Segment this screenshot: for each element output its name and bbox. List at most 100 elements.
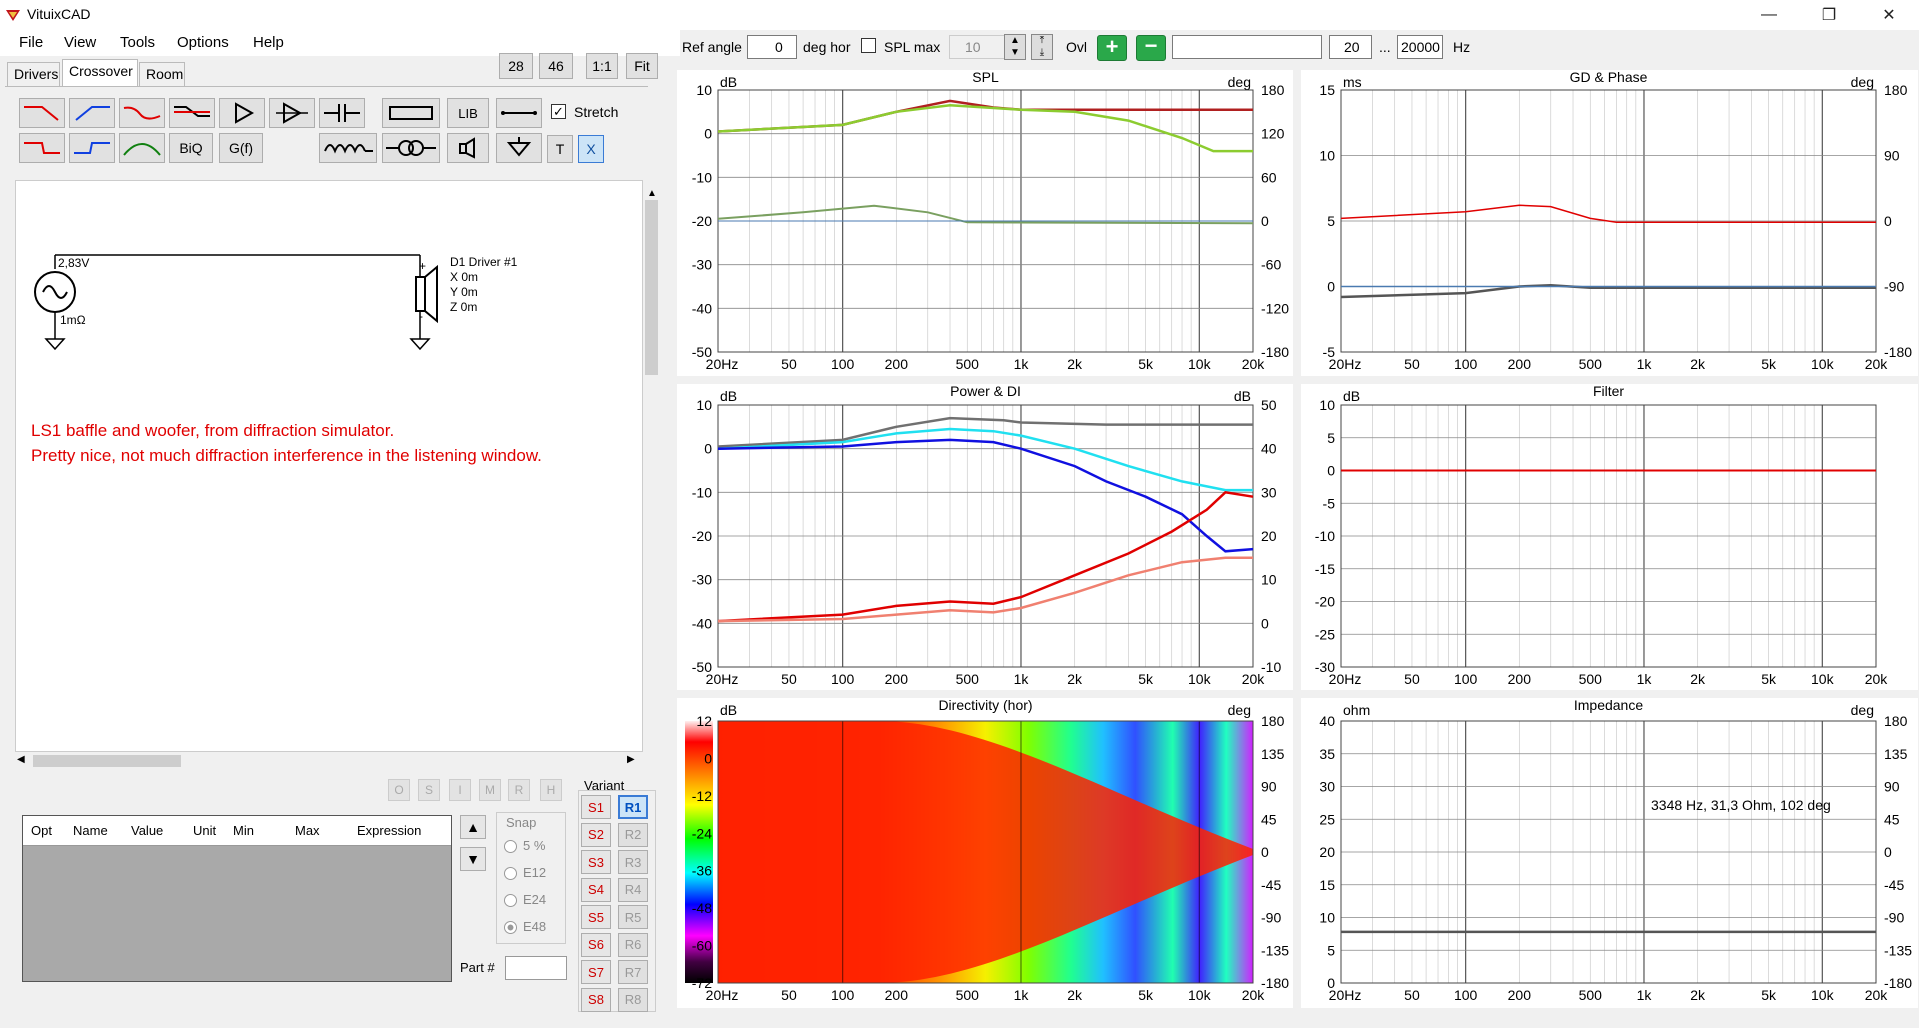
- ground-button[interactable]: [496, 133, 542, 163]
- restore-icon[interactable]: ❐: [1821, 7, 1837, 24]
- tab-crossover[interactable]: Crossover: [62, 59, 138, 87]
- lowpass-alt-button[interactable]: [19, 133, 65, 163]
- horizontal-scrollbar[interactable]: ◀ ▶: [15, 752, 643, 769]
- variant-r8-button[interactable]: R8: [618, 987, 648, 1012]
- zoom-46-button[interactable]: 46: [539, 53, 573, 79]
- amplifier-button[interactable]: [219, 98, 265, 128]
- variant-s7-button[interactable]: S7: [581, 960, 611, 984]
- x-button[interactable]: X: [578, 135, 604, 163]
- snap-e24-radio[interactable]: E24: [504, 892, 546, 908]
- variant-r7-button[interactable]: R7: [618, 960, 648, 984]
- col-value[interactable]: Value: [131, 823, 164, 838]
- tab-drivers[interactable]: Drivers: [7, 62, 60, 86]
- scroll-up-icon[interactable]: ▲: [647, 188, 657, 199]
- stretch-checkbox[interactable]: ✓: [551, 104, 566, 119]
- gf-button[interactable]: G(f): [219, 133, 263, 163]
- speaker-icon: [459, 137, 475, 159]
- tab-room[interactable]: Room: [139, 62, 185, 86]
- ref-angle-input[interactable]: 0: [747, 35, 797, 59]
- zoom-fit-button[interactable]: Fit: [626, 53, 658, 79]
- zoom-28-button[interactable]: 28: [499, 53, 533, 79]
- variant-r6-button[interactable]: R6: [618, 932, 648, 957]
- opt-o-button[interactable]: O: [388, 779, 410, 801]
- ovl-label: Ovl: [1066, 39, 1087, 55]
- driver-button[interactable]: [447, 133, 489, 163]
- move-down-icon[interactable]: ▼: [460, 847, 486, 871]
- variant-r2-button[interactable]: R2: [618, 822, 648, 847]
- menu-help[interactable]: Help: [253, 34, 284, 51]
- opt-r-button[interactable]: R: [508, 779, 530, 801]
- opt-i-button[interactable]: I: [449, 779, 471, 801]
- col-opt[interactable]: Opt: [31, 823, 52, 838]
- scroll-left-icon[interactable]: ◀: [17, 754, 25, 765]
- variant-s6-button[interactable]: S6: [581, 932, 611, 957]
- col-unit[interactable]: Unit: [193, 823, 217, 838]
- capacitor-button[interactable]: [319, 98, 365, 128]
- col-min[interactable]: Min: [233, 823, 254, 838]
- inductor-button[interactable]: [319, 133, 377, 163]
- menu-file[interactable]: File: [19, 34, 44, 51]
- overlay-input[interactable]: [1172, 35, 1322, 59]
- opt-h-button[interactable]: H: [540, 779, 562, 801]
- biquad-button[interactable]: BiQ: [169, 133, 213, 163]
- wire-button[interactable]: [496, 98, 542, 128]
- highpass-alt-button[interactable]: [69, 133, 115, 163]
- x-tick-label: 50: [1404, 356, 1420, 372]
- variant-s8-button[interactable]: S8: [581, 987, 611, 1012]
- close-icon[interactable]: ✕: [1882, 7, 1896, 24]
- remove-overlay-icon[interactable]: −: [1136, 35, 1166, 61]
- opt-s-button[interactable]: S: [418, 779, 440, 801]
- variant-s5-button[interactable]: S5: [581, 905, 611, 929]
- col-name[interactable]: Name: [73, 823, 108, 838]
- right-tick-label: 60: [1261, 169, 1277, 185]
- splmax-input[interactable]: 10: [949, 35, 1014, 59]
- x-tick-label: 200: [885, 671, 909, 687]
- snap-e12-radio[interactable]: E12: [504, 865, 546, 881]
- lib-button[interactable]: LIB: [447, 98, 489, 128]
- highpass-blue-button[interactable]: [69, 98, 115, 128]
- variant-s2-button[interactable]: S2: [581, 822, 611, 847]
- scroll-right-icon[interactable]: ▶: [627, 754, 635, 765]
- bandpass-button[interactable]: [119, 133, 165, 163]
- notch-red-button[interactable]: [119, 98, 165, 128]
- freq-max-input[interactable]: 20000: [1397, 35, 1443, 59]
- lowpass-red-button[interactable]: [19, 98, 65, 128]
- schematic-canvas[interactable]: 2,83V 1mΩ + - D1 Driver #1 X 0m Y 0m Z 0…: [15, 180, 643, 752]
- variant-s4-button[interactable]: S4: [581, 877, 611, 902]
- horizontal-scroll-thumb[interactable]: [33, 755, 181, 767]
- spin-updown-icon[interactable]: ▲ ▼: [1004, 34, 1026, 60]
- driver-minus-label: -: [419, 309, 423, 323]
- variant-s1-button[interactable]: S1: [581, 795, 611, 819]
- move-up-icon[interactable]: ▲: [460, 815, 486, 839]
- freq-min-input[interactable]: 20: [1329, 35, 1372, 59]
- zoom-1to1-button[interactable]: 1:1: [586, 53, 618, 79]
- variant-r5-button[interactable]: R5: [618, 905, 648, 929]
- x-tick-label: 20k: [1865, 356, 1889, 372]
- vertical-scroll-thumb[interactable]: [645, 200, 658, 375]
- menu-options[interactable]: Options: [177, 34, 229, 51]
- variant-s3-button[interactable]: S3: [581, 850, 611, 874]
- resistor-button[interactable]: [382, 98, 440, 128]
- right-tick-label: -180: [1261, 344, 1289, 360]
- opt-m-button[interactable]: M: [479, 779, 501, 801]
- parts-table[interactable]: Opt Name Value Unit Min Max Expression: [22, 815, 452, 982]
- splmax-checkbox[interactable]: [861, 38, 876, 53]
- fit-range-icon[interactable]: ⤒ ⤓: [1031, 34, 1053, 60]
- snap-5-radio[interactable]: 5 %: [504, 838, 545, 854]
- menu-tools[interactable]: Tools: [120, 34, 156, 51]
- minimize-icon[interactable]: —: [1761, 6, 1777, 23]
- add-overlay-icon[interactable]: +: [1097, 35, 1127, 61]
- variant-r4-button[interactable]: R4: [618, 877, 648, 902]
- snap-e48-radio[interactable]: E48: [504, 919, 546, 935]
- variant-r3-button[interactable]: R3: [618, 850, 648, 874]
- col-max[interactable]: Max: [295, 823, 320, 838]
- transformer-button[interactable]: [382, 133, 440, 163]
- menu-view[interactable]: View: [64, 34, 97, 51]
- t-button[interactable]: T: [547, 135, 573, 163]
- vertical-scrollbar[interactable]: ▲: [643, 180, 660, 752]
- buffer-button[interactable]: [269, 98, 315, 128]
- col-expression[interactable]: Expression: [357, 823, 422, 838]
- shelf-button[interactable]: [169, 98, 215, 128]
- part-number-input[interactable]: [505, 956, 567, 980]
- variant-r1-button[interactable]: R1: [618, 795, 648, 819]
